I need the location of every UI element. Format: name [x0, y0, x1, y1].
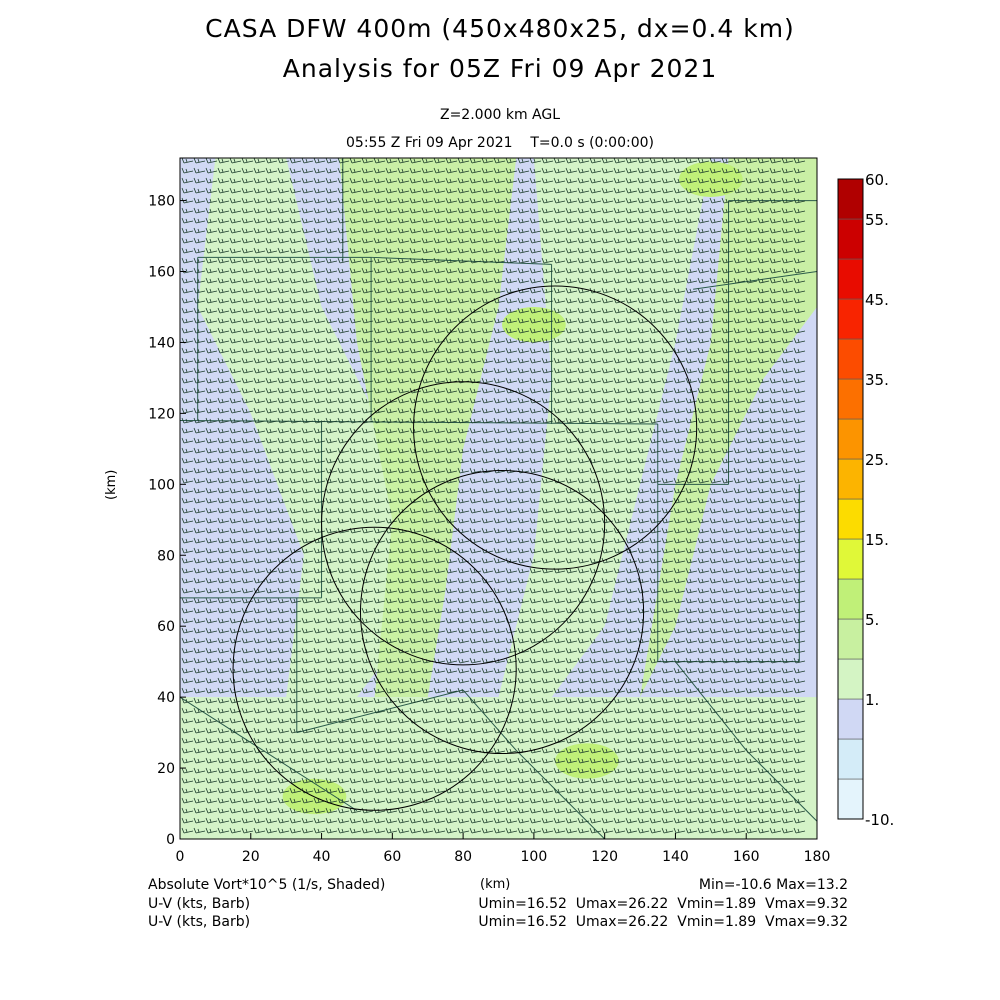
- colorbar-label: 1.: [865, 691, 879, 709]
- colorbar-segment: [837, 658, 864, 700]
- colorbar-segment: [837, 618, 864, 660]
- colorbar-label: 25.: [865, 451, 889, 469]
- x-tick-label: 120: [591, 849, 618, 865]
- chart-title: CASA DFW 400m (450x480x25, dx=0.4 km): [205, 14, 795, 43]
- radar-ring: [359, 469, 645, 755]
- county-borders: [180, 158, 817, 839]
- x-tick-label: 60: [383, 849, 401, 865]
- colorbar-segment: [837, 178, 864, 220]
- y-tick-label: 40: [157, 690, 175, 706]
- x-axis-unit: (km): [480, 877, 511, 892]
- colorbar-segment: [837, 778, 864, 820]
- county-border: [296, 689, 464, 734]
- colorbar-label: 5.: [865, 611, 879, 629]
- y-tick-label: 160: [148, 265, 175, 281]
- county-border: [675, 661, 747, 751]
- wind-barb-field: [181, 158, 806, 834]
- x-tick-label: 100: [521, 849, 548, 865]
- colorbar-label: 45.: [865, 291, 889, 309]
- x-tick-label: 40: [313, 849, 331, 865]
- wind-stats-2: Umin=16.52 Umax=26.22 Vmin=1.89 Vmax=9.3…: [478, 914, 848, 930]
- y-axis-label: (km): [104, 469, 119, 500]
- colorbar-segment: [837, 738, 864, 780]
- wind-stats-1: Umin=16.52 Umax=26.22 Vmin=1.89 Vmax=9.3…: [478, 896, 848, 912]
- x-tick-label: 0: [176, 849, 185, 865]
- colorbar-label: 55.: [865, 211, 889, 229]
- colorbar-segment: [837, 378, 864, 420]
- positive-vorticity-band: [197, 158, 428, 698]
- colorbar-segment: [837, 498, 864, 540]
- x-tick-label: 160: [733, 849, 760, 865]
- colorbar-segment: [837, 418, 864, 460]
- wind-barbs: [181, 158, 806, 834]
- radar-range-rings: [232, 285, 698, 811]
- colorbar-segment: [837, 218, 864, 260]
- colorbar-segment: [837, 338, 864, 380]
- field-label: Absolute Vort*10^5 (1/s, Shaded): [148, 877, 386, 893]
- x-tick-label: 180: [804, 849, 831, 865]
- county-border: [462, 689, 517, 751]
- field-stats: Min=-10.6 Max=13.2: [698, 877, 848, 893]
- colorbar-segment: [837, 298, 864, 340]
- time-label: 05:55 Z Fri 09 Apr 2021 T=0.0 s (0:00:00…: [346, 135, 654, 151]
- x-tick-label: 20: [242, 849, 260, 865]
- colorbar-segment: [837, 698, 864, 740]
- colorbar-label: 15.: [865, 531, 889, 549]
- chart-subtitle: Analysis for 05Z Fri 09 Apr 2021: [282, 54, 718, 83]
- colorbar-frame: [837, 178, 864, 820]
- plot-frame: [179, 157, 818, 840]
- positive-vorticity-band: [180, 697, 817, 839]
- y-tick-label: 100: [148, 477, 175, 493]
- county-border: [515, 749, 606, 839]
- county-border: [745, 749, 817, 822]
- y-axis: 0 20 40 60 80 100 120 140 160 180: [148, 194, 186, 848]
- x-axis: 0 20 40 60 80 100 120 140 160 180: [176, 833, 831, 865]
- colorbar-label: 35.: [865, 371, 889, 389]
- radar-ring: [321, 381, 606, 666]
- y-tick-label: 20: [157, 761, 175, 777]
- colorbar-segment: [837, 258, 864, 300]
- y-tick-label: 60: [157, 619, 175, 635]
- colorbar-segment: [837, 578, 864, 620]
- colorbar-segment: [837, 458, 864, 500]
- colorbar-label: 60.: [865, 171, 889, 189]
- y-tick-label: 0: [166, 832, 175, 848]
- county-border: [693, 271, 817, 290]
- vorticity-maximum: [502, 307, 566, 343]
- y-tick-label: 140: [148, 335, 175, 351]
- radar-ring: [413, 285, 698, 570]
- y-tick-label: 80: [157, 548, 175, 564]
- colorbar-segment: [837, 538, 864, 580]
- county-border: [180, 419, 658, 425]
- colorbar-label: -10.: [865, 811, 894, 829]
- radar-ring: [232, 526, 517, 811]
- colorbar: 60. 55. 45. 35. 25. 15. 5. 1. -10.: [837, 171, 894, 829]
- wind-label-1: U-V (kts, Barb): [148, 896, 251, 912]
- y-tick-label: 180: [148, 194, 175, 210]
- y-tick-label: 120: [148, 406, 175, 422]
- wind-label-2: U-V (kts, Barb): [148, 914, 251, 930]
- county-border: [371, 256, 552, 265]
- x-tick-label: 140: [662, 849, 689, 865]
- x-tick-label: 80: [454, 849, 472, 865]
- level-label: Z=2.000 km AGL: [439, 107, 561, 123]
